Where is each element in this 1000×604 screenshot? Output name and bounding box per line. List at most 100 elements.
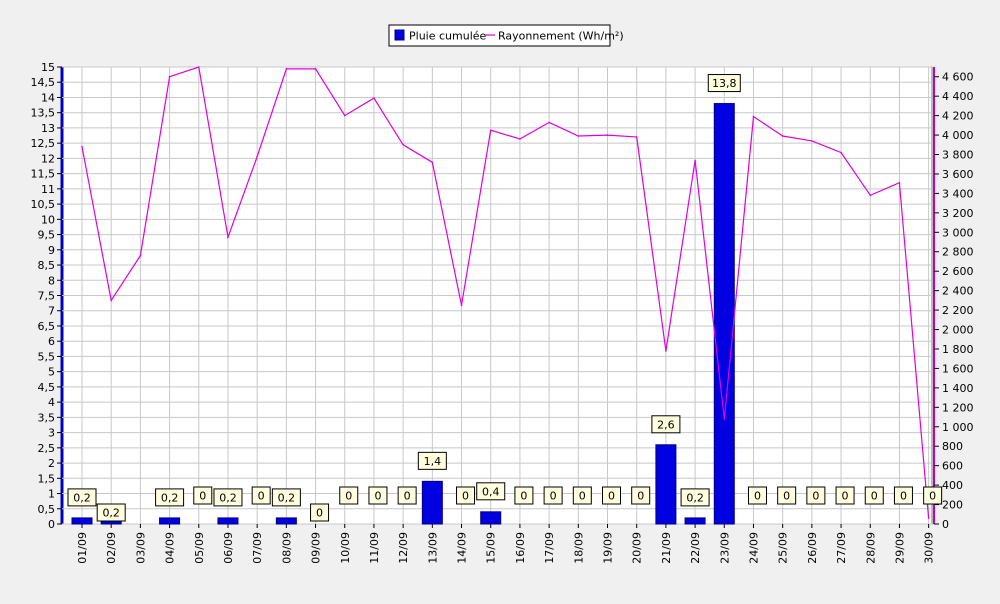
legend-line-label: Rayonnement (Wh/m²) — [498, 30, 624, 43]
left-tick-label: 5 — [48, 366, 55, 379]
left-tick-label: 2,5 — [38, 442, 56, 455]
bar-value-label-box — [96, 503, 126, 522]
left-tick-label: 10 — [41, 213, 55, 226]
radiation-point — [110, 299, 112, 302]
radiation-point — [694, 159, 696, 162]
bar-value-label: 0 — [404, 490, 411, 503]
legend-box — [388, 24, 611, 47]
bar-value-label-box — [193, 486, 213, 505]
bar-value-label-box — [864, 486, 884, 505]
bar-value-label: 0 — [462, 490, 469, 503]
x-tick-label: 03/09 — [134, 532, 147, 564]
left-tick-label: 5,5 — [38, 350, 56, 363]
radiation-point — [781, 135, 784, 137]
radiation-point — [460, 304, 463, 307]
x-tick-label: 24/09 — [747, 532, 760, 564]
x-tick-label: 15/09 — [485, 532, 498, 564]
right-tick-label: 800 — [942, 440, 963, 453]
bar-value-label: 0 — [637, 490, 644, 503]
rain-bar — [480, 511, 502, 525]
x-tick-label: 26/09 — [806, 532, 819, 564]
right-tick-label: 200 — [942, 499, 963, 512]
bar-value-label: 0 — [374, 490, 381, 503]
right-tick-label: 3 200 — [942, 207, 974, 220]
radiation-point — [489, 129, 492, 132]
bar-value-label: 0 — [520, 490, 527, 503]
radiation-point — [811, 140, 813, 142]
radiation-point — [840, 151, 842, 154]
radiation-point — [723, 418, 726, 420]
x-tick-label: 17/09 — [543, 532, 556, 564]
bar-value-label: 0,2 — [278, 491, 296, 504]
radiation-point — [752, 115, 755, 118]
bar-value-label-box — [707, 74, 741, 93]
radiation-point — [285, 68, 288, 70]
right-tick-label: 2 200 — [942, 304, 974, 317]
left-tick-label: 8 — [48, 274, 55, 287]
bar-value-label-box — [271, 488, 301, 507]
left-tick-label: 13 — [41, 122, 55, 135]
x-tick-label: 08/09 — [280, 532, 293, 564]
right-tick-label: 3 000 — [942, 226, 974, 239]
left-tick-label: 1,5 — [38, 472, 56, 485]
left-tick-label: 14 — [41, 91, 55, 104]
bar-value-label: 0 — [842, 490, 849, 503]
bar-value-label: 0 — [579, 490, 586, 503]
right-tick-label: 2 800 — [942, 246, 974, 259]
left-tick-label: 9 — [48, 244, 55, 257]
bar-value-label: 0 — [258, 490, 265, 503]
x-tick-label: 05/09 — [193, 532, 206, 564]
x-tick-label: 16/09 — [514, 532, 527, 564]
rain-bar — [217, 517, 239, 525]
bar-value-label: 1,4 — [424, 455, 442, 468]
x-tick-label: 21/09 — [660, 532, 673, 564]
bar-value-label-box — [543, 486, 563, 505]
bar-value-label-box — [417, 451, 447, 470]
radiation-point — [869, 194, 872, 197]
left-tick-label: 4 — [48, 396, 55, 409]
bar-value-label-box — [651, 415, 681, 434]
bar-value-label-box — [747, 486, 767, 505]
bar-value-label-box — [923, 486, 943, 505]
x-tick-label: 09/09 — [310, 532, 323, 564]
x-tick-label: 13/09 — [426, 532, 439, 564]
bar-value-label-box — [339, 486, 359, 505]
radiation-point — [139, 254, 142, 257]
radiation-line — [81, 66, 930, 519]
left-tick-label: 13,5 — [31, 107, 56, 120]
bar-value-label: 0 — [608, 490, 615, 503]
radiation-point — [373, 97, 375, 99]
radiation-point — [665, 350, 667, 352]
radiation-point — [606, 134, 609, 136]
x-tick-label: 11/09 — [368, 532, 381, 564]
right-tick-label: 2 000 — [942, 324, 974, 337]
bar-value-label: 0,2 — [161, 491, 179, 504]
bar-value-label-box — [251, 486, 271, 505]
x-tick-label: 25/09 — [777, 532, 790, 564]
bar-value-label-box — [631, 486, 651, 505]
radiation-point — [927, 517, 930, 519]
right-tick-label: 600 — [942, 460, 963, 473]
bar-value-label: 0 — [316, 507, 323, 520]
left-tick-label: 11 — [41, 183, 55, 196]
bar-value-label: 2,6 — [657, 418, 675, 431]
x-tick-label: 30/09 — [923, 532, 936, 564]
x-tick-label: 23/09 — [718, 532, 731, 564]
x-tick-label: 06/09 — [222, 532, 235, 564]
radiation-point — [635, 136, 638, 138]
rain-bar — [421, 480, 443, 525]
left-tick-label: 2 — [48, 457, 55, 470]
right-tick-label: 1 000 — [942, 421, 974, 434]
x-tick-label: 28/09 — [864, 532, 877, 564]
radiation-point — [898, 181, 901, 184]
rain-bar — [71, 517, 93, 525]
right-tick-label: 3 800 — [942, 149, 974, 162]
bar-value-label-box — [67, 488, 97, 507]
bar-value-label: 0 — [754, 490, 761, 503]
x-tick-label: 29/09 — [893, 532, 906, 564]
right-tick-label: 4 200 — [942, 110, 974, 123]
rain-bar — [713, 103, 735, 525]
right-tick-label: 4 000 — [942, 129, 974, 142]
bar-value-label-box — [368, 486, 388, 505]
